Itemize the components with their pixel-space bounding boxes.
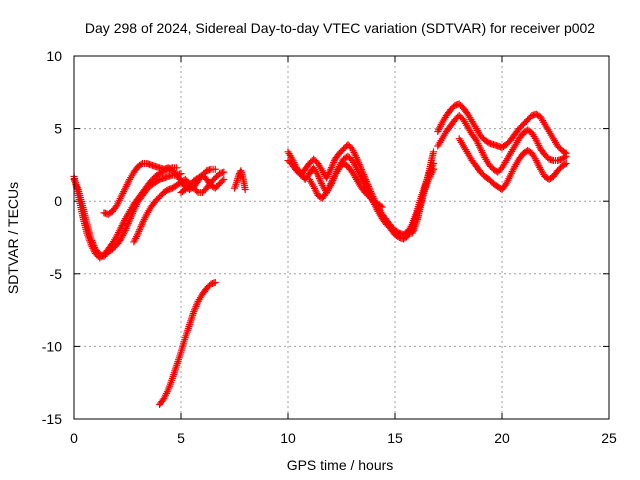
data-point (410, 226, 418, 234)
data-point (211, 279, 219, 287)
data-point (352, 154, 360, 162)
data-point (561, 153, 569, 161)
data-point (218, 177, 226, 185)
data-point (329, 160, 337, 168)
x-axis-label: GPS time / hours (287, 457, 394, 473)
data-point (135, 227, 143, 235)
plot-frame (73, 55, 610, 420)
y-tick-label: 5 (54, 121, 62, 137)
axis-ticks (73, 55, 610, 420)
x-tick-label: 5 (177, 430, 185, 446)
chart-title: Day 298 of 2024, Sidereal Day-to-day VTE… (85, 20, 595, 36)
data-point (377, 202, 385, 210)
data-point (220, 175, 228, 183)
series-trace-3 (100, 159, 219, 218)
data-point (193, 187, 201, 195)
data-point (317, 178, 325, 186)
grid (74, 56, 609, 419)
data-point (241, 186, 249, 194)
x-tick-label: 25 (601, 430, 617, 446)
data-point (330, 158, 338, 166)
series-trace-11 (408, 148, 438, 237)
data-point (192, 302, 200, 310)
data-point (173, 164, 181, 172)
x-tick-labels: 0 5 10 15 20 25 (70, 430, 617, 446)
data-point (562, 159, 570, 167)
data-point (134, 229, 142, 237)
data-point (328, 162, 336, 170)
data-point (318, 180, 326, 188)
data-point (137, 160, 145, 168)
series-trace-4 (130, 168, 228, 246)
data-point (138, 221, 146, 229)
series-trace-7 (231, 167, 249, 194)
y-tick-label: -5 (50, 266, 63, 282)
series-trace-14 (455, 135, 570, 194)
series-trace-12 (434, 100, 570, 157)
data-point (315, 174, 323, 182)
x-tick-label: 0 (70, 430, 78, 446)
x-tick-label: 20 (494, 430, 510, 446)
data-point (220, 168, 228, 176)
data-point (191, 304, 199, 312)
data-point (327, 165, 335, 173)
data-point (122, 225, 130, 233)
data-series (70, 100, 570, 408)
data-point (561, 160, 569, 168)
data-point (191, 306, 199, 314)
data-point (193, 301, 201, 309)
y-tick-label: -15 (42, 411, 62, 427)
series-trace-10 (305, 159, 386, 211)
x-tick-label: 10 (280, 430, 296, 446)
y-tick-label: 10 (46, 48, 62, 64)
data-point (193, 299, 201, 307)
data-point (378, 203, 386, 211)
y-tick-label: -10 (42, 338, 62, 354)
series-trace-5 (177, 171, 228, 196)
data-point (562, 152, 570, 160)
data-point (121, 226, 129, 234)
series-trace-6 (156, 279, 219, 408)
data-point (136, 224, 144, 232)
data-point (430, 148, 438, 156)
data-point (328, 164, 336, 172)
y-axis-label: SDTVAR / TECUs (5, 182, 21, 294)
data-point (353, 155, 361, 163)
y-tick-label: 0 (54, 193, 62, 209)
x-tick-label: 15 (387, 430, 403, 446)
data-point (137, 222, 145, 230)
data-point (316, 176, 324, 184)
data-point (190, 308, 198, 316)
y-tick-labels: -15 -10 -5 0 5 10 (42, 48, 62, 427)
data-point (136, 226, 144, 234)
series-trace-13 (434, 112, 570, 176)
data-point (315, 173, 323, 181)
data-point (211, 165, 219, 173)
data-point (314, 171, 322, 179)
